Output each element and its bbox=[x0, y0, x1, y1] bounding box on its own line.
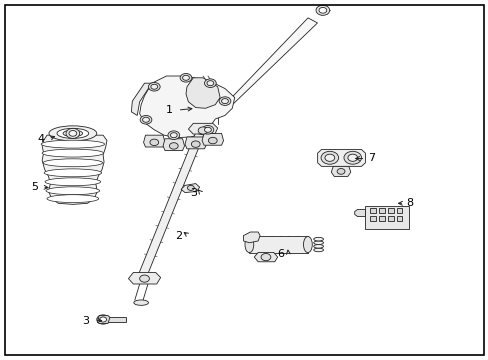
Polygon shape bbox=[185, 78, 220, 108]
Polygon shape bbox=[140, 76, 234, 138]
Ellipse shape bbox=[57, 129, 88, 138]
Polygon shape bbox=[128, 273, 160, 284]
Circle shape bbox=[66, 129, 80, 138]
Circle shape bbox=[208, 137, 217, 144]
Text: 4: 4 bbox=[37, 134, 44, 144]
Polygon shape bbox=[188, 123, 217, 134]
Circle shape bbox=[336, 168, 344, 174]
Polygon shape bbox=[354, 210, 365, 217]
Circle shape bbox=[219, 97, 230, 105]
Circle shape bbox=[170, 133, 177, 138]
Circle shape bbox=[343, 151, 361, 164]
Circle shape bbox=[318, 8, 326, 13]
Polygon shape bbox=[184, 137, 206, 149]
Ellipse shape bbox=[41, 140, 104, 148]
Ellipse shape bbox=[313, 237, 323, 241]
Circle shape bbox=[180, 73, 191, 82]
Circle shape bbox=[69, 131, 77, 136]
Circle shape bbox=[191, 141, 200, 147]
Ellipse shape bbox=[43, 159, 102, 167]
Text: 3: 3 bbox=[82, 316, 89, 325]
Ellipse shape bbox=[134, 300, 148, 305]
Ellipse shape bbox=[313, 244, 323, 248]
Bar bbox=[378, 208, 384, 213]
Circle shape bbox=[148, 82, 160, 91]
Circle shape bbox=[151, 84, 158, 89]
Ellipse shape bbox=[303, 237, 312, 253]
Circle shape bbox=[221, 99, 228, 104]
Circle shape bbox=[169, 143, 178, 149]
Polygon shape bbox=[131, 83, 152, 116]
Bar bbox=[387, 216, 393, 221]
Polygon shape bbox=[163, 139, 184, 150]
Ellipse shape bbox=[313, 248, 323, 252]
Ellipse shape bbox=[313, 241, 323, 244]
Circle shape bbox=[261, 253, 270, 261]
Ellipse shape bbox=[45, 178, 101, 186]
Circle shape bbox=[142, 117, 149, 122]
Ellipse shape bbox=[49, 126, 97, 141]
Text: 8: 8 bbox=[406, 198, 413, 208]
Bar bbox=[378, 216, 384, 221]
Circle shape bbox=[206, 81, 213, 86]
Bar bbox=[396, 216, 402, 221]
Text: 7: 7 bbox=[367, 153, 374, 163]
Polygon shape bbox=[222, 18, 317, 109]
Circle shape bbox=[204, 79, 216, 87]
Circle shape bbox=[187, 185, 194, 190]
Polygon shape bbox=[181, 184, 199, 193]
Bar bbox=[387, 208, 393, 213]
Text: 3: 3 bbox=[189, 188, 196, 198]
Ellipse shape bbox=[46, 187, 100, 195]
Bar bbox=[365, 206, 408, 229]
Bar bbox=[369, 208, 375, 213]
Bar bbox=[249, 237, 307, 253]
Polygon shape bbox=[243, 232, 260, 243]
Circle shape bbox=[100, 317, 106, 322]
Circle shape bbox=[140, 275, 149, 282]
Circle shape bbox=[140, 116, 152, 124]
Circle shape bbox=[150, 139, 158, 145]
Ellipse shape bbox=[44, 169, 102, 177]
Circle shape bbox=[321, 151, 338, 164]
Text: 5: 5 bbox=[31, 182, 38, 192]
Text: 6: 6 bbox=[277, 248, 284, 258]
Circle shape bbox=[204, 127, 211, 132]
Ellipse shape bbox=[42, 149, 103, 157]
Circle shape bbox=[315, 5, 329, 15]
Ellipse shape bbox=[244, 237, 253, 253]
Polygon shape bbox=[42, 135, 107, 204]
Bar bbox=[369, 216, 375, 221]
Polygon shape bbox=[317, 149, 365, 166]
Circle shape bbox=[198, 127, 207, 134]
Polygon shape bbox=[138, 133, 203, 278]
Ellipse shape bbox=[47, 195, 99, 203]
Circle shape bbox=[325, 154, 334, 161]
Polygon shape bbox=[202, 134, 223, 145]
Circle shape bbox=[97, 315, 109, 324]
Polygon shape bbox=[254, 252, 277, 262]
Polygon shape bbox=[330, 166, 350, 176]
Bar bbox=[107, 318, 126, 322]
Polygon shape bbox=[143, 135, 164, 147]
Circle shape bbox=[182, 75, 189, 80]
Bar bbox=[396, 208, 402, 213]
Text: 2: 2 bbox=[175, 231, 182, 240]
Ellipse shape bbox=[63, 130, 82, 136]
Circle shape bbox=[347, 154, 357, 161]
Text: 1: 1 bbox=[165, 105, 172, 115]
Circle shape bbox=[167, 131, 179, 139]
Circle shape bbox=[202, 126, 213, 134]
Polygon shape bbox=[97, 316, 110, 323]
